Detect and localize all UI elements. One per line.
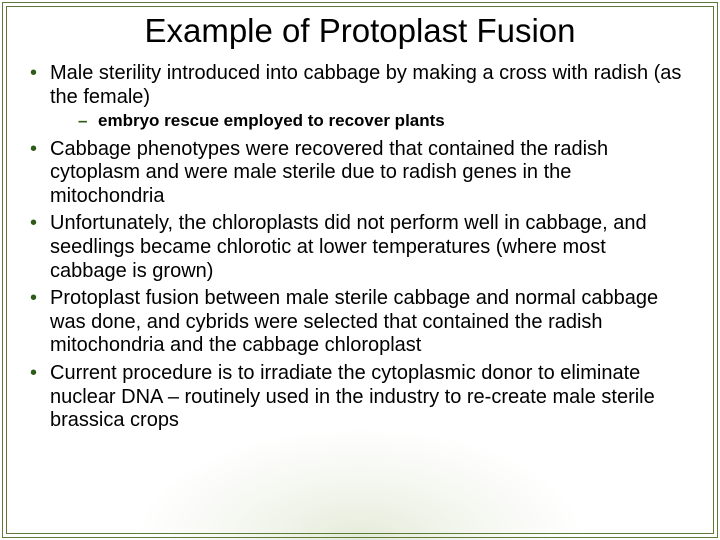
bullet-list: Cabbage phenotypes were recovered that c… [28,138,688,433]
bullet-text: Unfortunately, the chloroplasts did not … [50,212,647,281]
bullet-text: Male sterility introduced into cabbage b… [50,62,681,108]
sub-bullet-text: embryo rescue employed to recover plants [98,111,445,130]
bullet-list: Male sterility introduced into cabbage b… [28,62,688,132]
bullet-item: Male sterility introduced into cabbage b… [28,62,688,132]
slide: Example of Protoplast Fusion Male steril… [0,0,720,540]
slide-body: Male sterility introduced into cabbage b… [28,62,688,437]
bullet-item: Current procedure is to irradiate the cy… [28,362,688,433]
bullet-item: Unfortunately, the chloroplasts did not … [28,212,688,283]
bullet-item: Protoplast fusion between male sterile c… [28,287,688,358]
bullet-item: Cabbage phenotypes were recovered that c… [28,138,688,209]
bullet-text: Current procedure is to irradiate the cy… [50,362,655,431]
sub-bullet-list: embryo rescue employed to recover plants [50,111,688,131]
sub-bullet-item: embryo rescue employed to recover plants [50,111,688,131]
slide-title: Example of Protoplast Fusion [0,12,720,50]
bullet-text: Protoplast fusion between male sterile c… [50,287,658,356]
bullet-text: Cabbage phenotypes were recovered that c… [50,138,608,207]
